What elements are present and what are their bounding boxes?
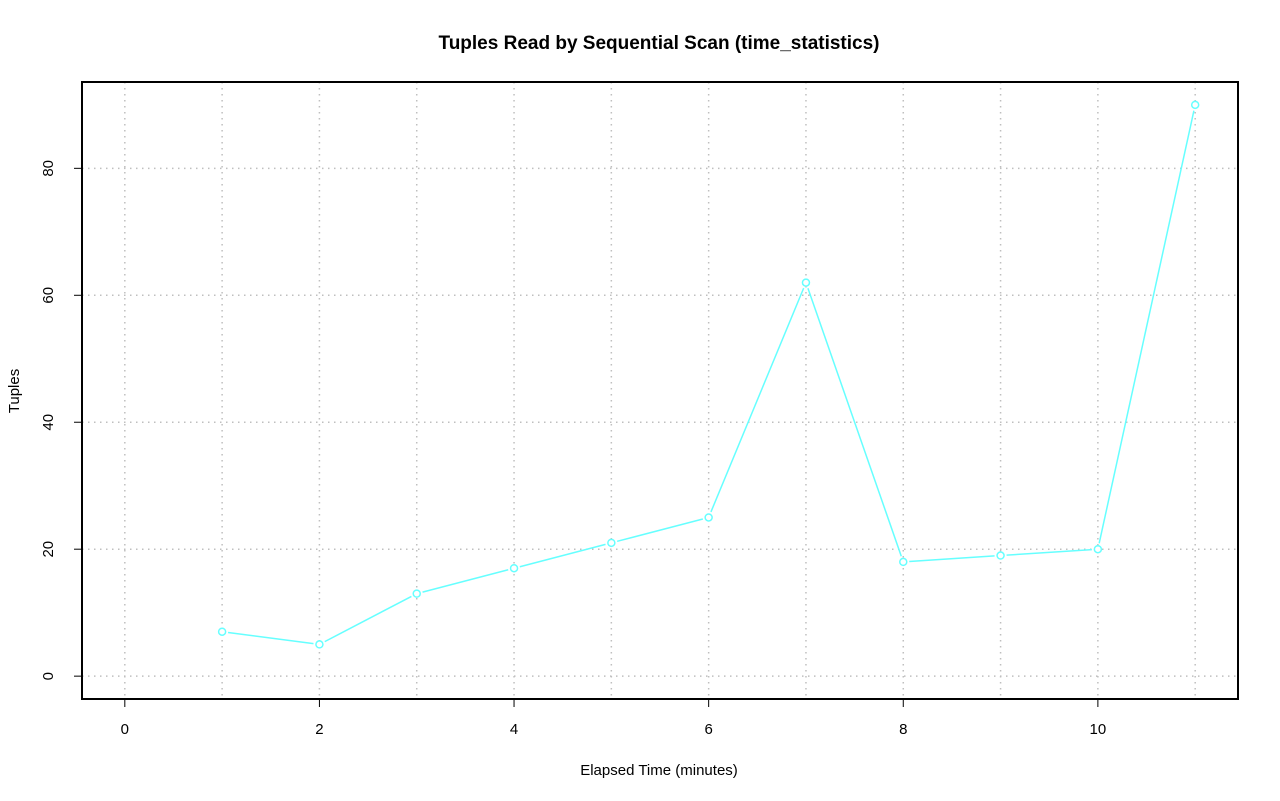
series-line-segment — [422, 569, 509, 593]
x-tick-label: 2 — [315, 721, 323, 738]
grid-lines — [82, 82, 1238, 699]
data-point — [1190, 100, 1200, 110]
data-point — [1093, 544, 1103, 554]
x-axis: 0 2 4 6 8 10 — [121, 699, 1107, 738]
series-line-segment — [1006, 548, 1092, 556]
y-axis: 0 20 40 60 80 — [40, 160, 82, 680]
data-point — [899, 557, 908, 567]
y-axis-title: Tuples — [6, 369, 23, 413]
data-point — [801, 278, 811, 287]
series-line-segment — [1098, 110, 1195, 544]
series-line-segment — [616, 518, 704, 543]
series-line-segment — [909, 555, 995, 563]
series-line-segment — [324, 595, 412, 643]
x-tick-label: 10 — [1090, 721, 1107, 738]
y-tick-label: 80 — [40, 160, 57, 177]
x-tick-label: 0 — [121, 721, 129, 738]
x-tick-label: 8 — [899, 721, 907, 738]
y-tick-label: 40 — [40, 414, 57, 431]
data-point — [509, 563, 519, 573]
series-layer — [217, 100, 1200, 649]
data-point — [607, 538, 616, 548]
series-line-segment — [227, 631, 314, 645]
y-tick-label: 0 — [40, 672, 57, 680]
y-tick-label: 20 — [40, 541, 57, 558]
y-tick-label: 60 — [40, 287, 57, 304]
series-line-segment — [710, 287, 805, 513]
plot-frame — [81, 81, 1239, 700]
data-point — [704, 513, 713, 522]
chart-title: Tuples Read by Sequential Scan (time_sta… — [439, 33, 880, 54]
data-point — [996, 551, 1005, 560]
data-point — [315, 640, 324, 649]
series-line-segment — [519, 543, 606, 568]
x-tick-label: 6 — [704, 721, 712, 738]
x-axis-title: Elapsed Time (minutes) — [580, 762, 738, 779]
x-tick-label: 4 — [510, 721, 518, 738]
data-point — [412, 589, 421, 598]
data-point — [217, 627, 227, 636]
series-line-segment — [807, 288, 903, 557]
